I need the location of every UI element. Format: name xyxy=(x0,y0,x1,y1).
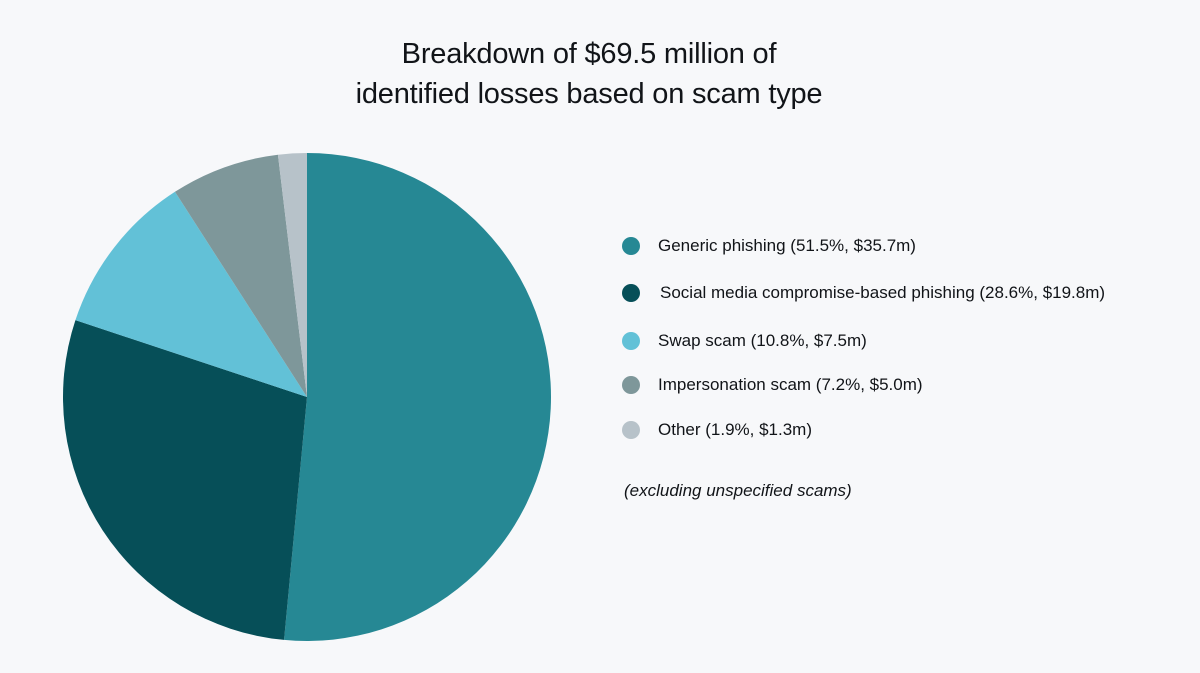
chart-title-line-2: identified losses based on scam type xyxy=(355,78,823,110)
footnote: (excluding unspecified scams) xyxy=(624,481,852,500)
pie-slice-generic-phishing xyxy=(284,153,552,642)
legend-item-other: Other (1.9%, $1.3m) xyxy=(622,420,812,440)
legend-item-swap-scam: Swap scam (10.8%, $7.5m) xyxy=(622,331,867,351)
legend-item-generic-phishing: Generic phishing (51.5%, $35.7m) xyxy=(622,236,916,256)
legend-swatch-other xyxy=(622,421,640,439)
legend-item-social-media-phishing: Social media compromise-based phishing (… xyxy=(622,283,1105,303)
legend-swatch-generic-phishing xyxy=(622,237,640,255)
pie-slice-impersonation-scam xyxy=(174,154,307,397)
legend-item-impersonation-scam: Impersonation scam (7.2%, $5.0m) xyxy=(622,375,923,395)
legend-swatch-social-media-phishing xyxy=(622,284,640,302)
pie-slice-social-media-compromise-based-phishing xyxy=(62,320,307,640)
legend-swatch-impersonation-scam xyxy=(622,376,640,394)
legend-swatch-swap-scam xyxy=(622,332,640,350)
chart-title-line-1: Breakdown of $69.5 million of xyxy=(401,38,777,70)
legend-label-other: Other (1.9%, $1.3m) xyxy=(658,420,813,439)
pie-slice-swap-scam xyxy=(75,191,308,397)
legend-label-swap-scam: Swap scam (10.8%, $7.5m) xyxy=(658,331,867,350)
legend-label-social-media-phishing: Social media compromise-based phishing (… xyxy=(660,283,1106,302)
pie-slice-other xyxy=(277,153,307,397)
chart-title: Breakdown of $69.5 million of identified… xyxy=(0,34,1178,114)
legend-label-impersonation-scam: Impersonation scam (7.2%, $5.0m) xyxy=(658,375,923,394)
pie-chart xyxy=(62,153,552,642)
legend-label-generic-phishing: Generic phishing (51.5%, $35.7m) xyxy=(658,236,916,255)
